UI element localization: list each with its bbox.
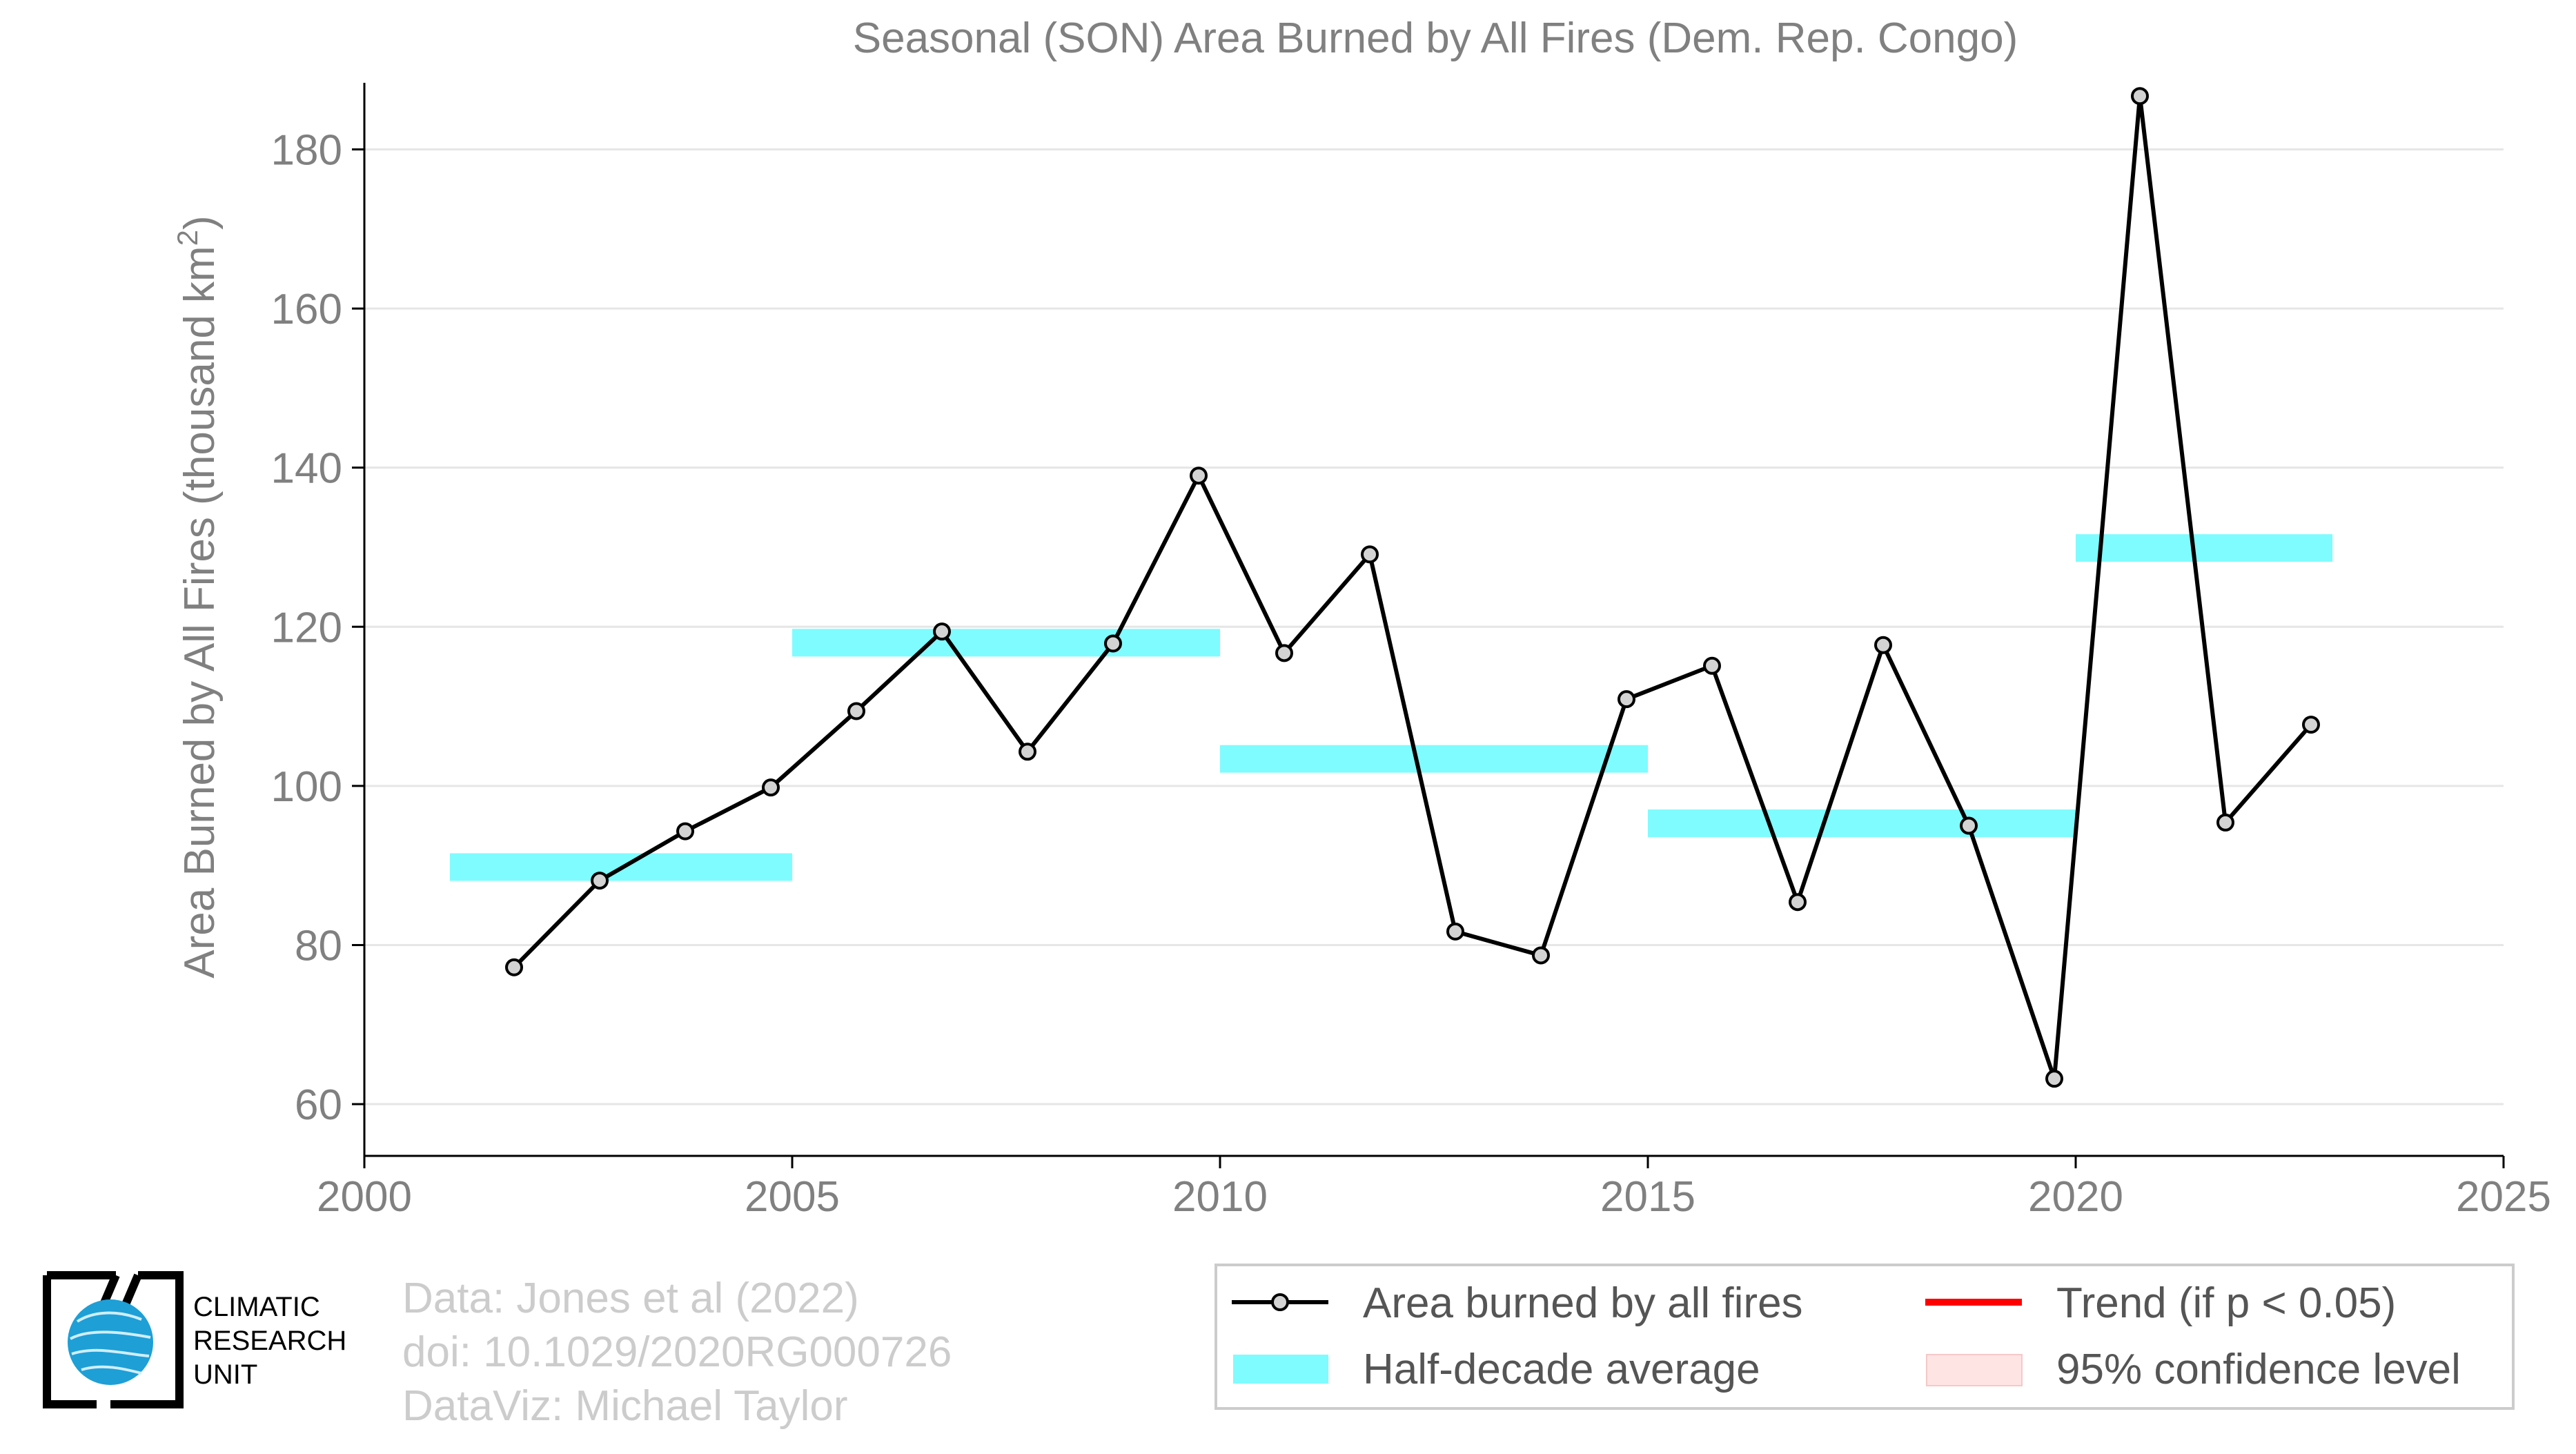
data-point [2131, 87, 2149, 106]
legend-label-confidence: 95% confidence level [2056, 1346, 2461, 1393]
data-point [2045, 1070, 2063, 1088]
y-axis-label-main: Area Burned by All Fires (thousand km [176, 246, 224, 978]
data-point [762, 778, 780, 797]
series-layer [505, 87, 2320, 1088]
legend: Area burned by all fires Trend (if p < 0… [1215, 1264, 2515, 1410]
logo-line-1: CLIMATIC [193, 1292, 320, 1322]
data-point [1361, 545, 1379, 564]
credit-data-source: Data: Jones et al (2022) [402, 1275, 859, 1322]
half-decade-average-bar [1648, 809, 2076, 838]
data-point [2302, 716, 2320, 734]
x-tick-label: 2000 [317, 1173, 412, 1221]
y-tick-label: 100 [271, 763, 342, 811]
half-decade-average-bar [792, 629, 1220, 657]
half-decade-average-bar [2076, 534, 2332, 562]
data-point [1104, 634, 1122, 653]
globe-icon [68, 1299, 153, 1385]
credit-doi: doi: 10.1029/2020RG000726 [402, 1328, 952, 1376]
data-point [2216, 813, 2234, 832]
data-point [1789, 893, 1807, 912]
series-line-area-burned [512, 94, 2313, 1081]
data-point [1874, 636, 1892, 654]
data-point [847, 702, 865, 720]
axis-layer: 60 80 100 120 140 160 180 2000 2005 2010 2015 2020 2… [271, 83, 2551, 1221]
legend-frame [1215, 1264, 2515, 1410]
y-axis-label-close: ) [176, 215, 224, 230]
y-axis-label-sup: 2 [171, 230, 204, 246]
y-tick-label: 60 [295, 1081, 342, 1129]
y-tick-label: 120 [271, 604, 342, 651]
x-tick-label: 2025 [2456, 1173, 2551, 1221]
legend-band-swatch [1233, 1355, 1328, 1384]
x-tick-label: 2005 [745, 1173, 840, 1221]
x-tick-label: 2010 [1172, 1173, 1268, 1221]
cru-logo [43, 1271, 184, 1408]
y-tick-label: 160 [271, 286, 342, 333]
grid-layer [364, 148, 2504, 1106]
data-point [1532, 946, 1550, 965]
data-point [933, 622, 951, 641]
legend-label-trend: Trend (if p < 0.05) [2056, 1279, 2396, 1327]
data-point [1703, 656, 1721, 675]
logo-text: CLIMATIC RESEARCH UNIT [193, 1290, 346, 1392]
logo-line-3: UNIT [193, 1359, 258, 1390]
data-point [1446, 922, 1464, 941]
data-point [1618, 690, 1635, 709]
legend-label-half-decade: Half-decade average [1363, 1346, 1760, 1393]
legend-confidence-swatch [1926, 1354, 2023, 1386]
logo-bracket [43, 1271, 184, 1408]
half-decade-average-bar [1220, 745, 1648, 773]
data-point [1960, 816, 1978, 835]
credit-dataviz: DataViz: Michael Taylor [402, 1382, 848, 1430]
data-point [1019, 743, 1036, 761]
logo-line-2: RESEARCH [193, 1326, 347, 1356]
half-decade-average-layer [450, 534, 2332, 881]
data-point [505, 958, 523, 976]
y-tick-label: 140 [271, 445, 342, 493]
x-tick-label: 2015 [1600, 1173, 1695, 1221]
globe-contours [70, 1311, 151, 1375]
legend-label-area-burned: Area burned by all fires [1363, 1279, 1803, 1327]
y-tick-label: 80 [295, 922, 342, 970]
credits: Data: Jones et al (2022) doi: 10.1029/20… [402, 1272, 952, 1433]
y-axis-label: Area Burned by All Fires (thousand km2) [171, 215, 224, 978]
x-tick-label: 2020 [2028, 1173, 2123, 1221]
data-point [1275, 644, 1293, 662]
data-point [1190, 466, 1208, 485]
data-point [676, 822, 694, 841]
y-tick-label: 180 [271, 126, 342, 174]
chart-title: Seasonal (SON) Area Burned by All Fires … [853, 14, 2018, 62]
data-point [591, 872, 609, 890]
legend-marker-swatch [1271, 1293, 1289, 1311]
